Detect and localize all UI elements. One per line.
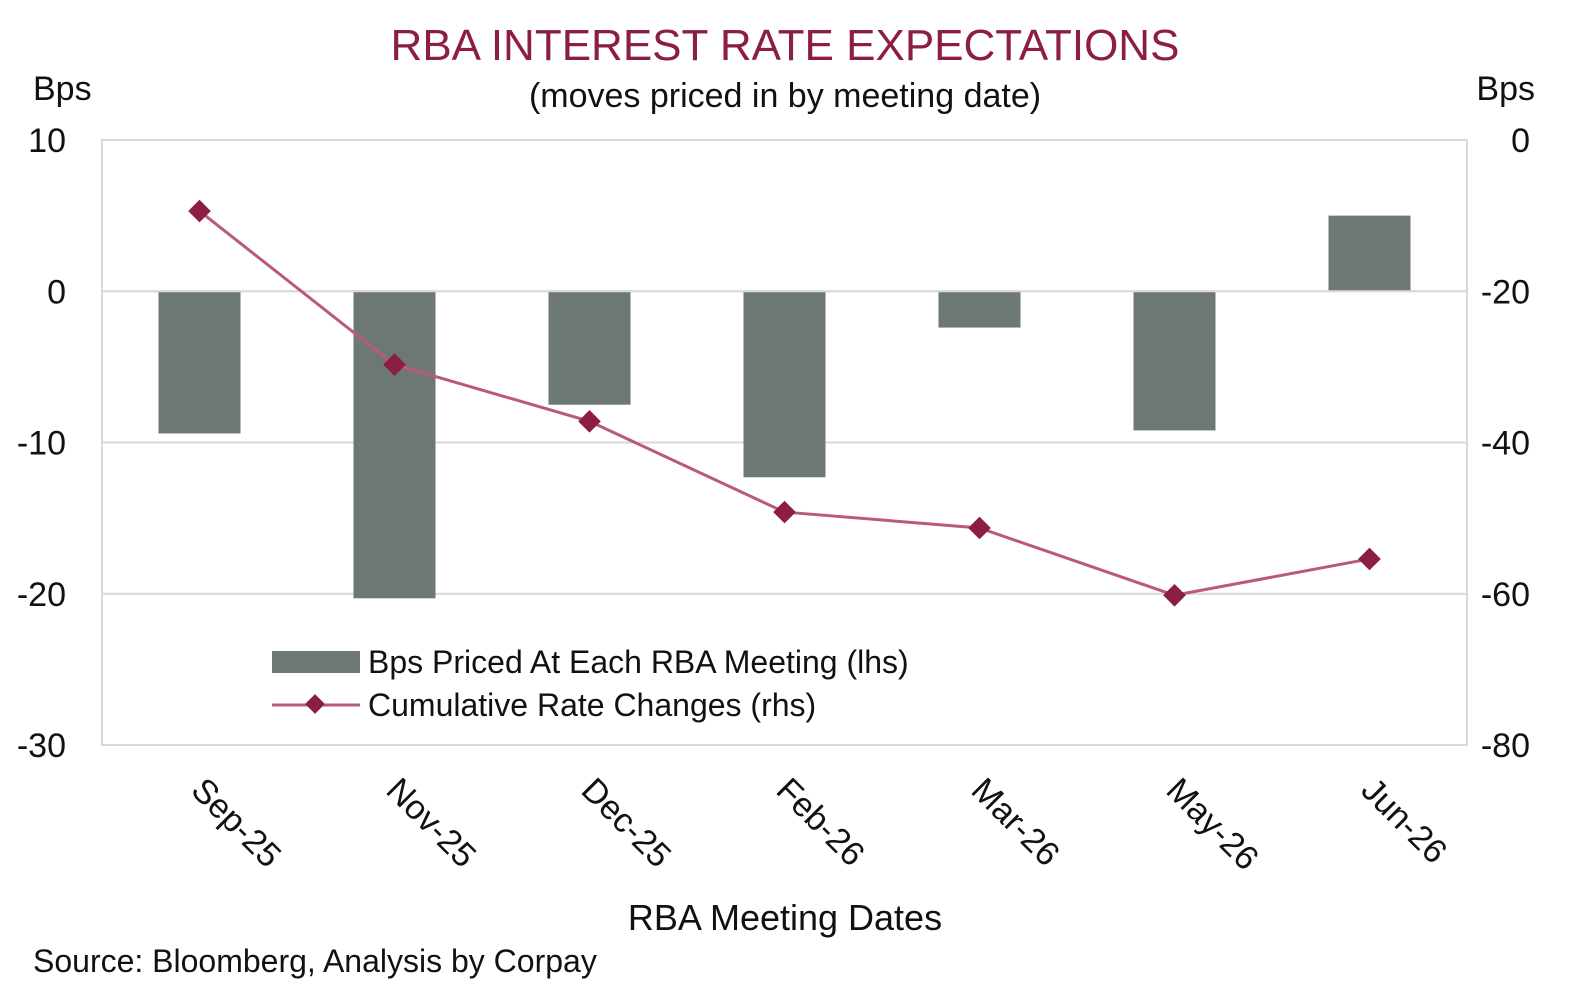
bar bbox=[158, 291, 241, 434]
legend: Bps Priced At Each RBA Meeting (lhs) Cum… bbox=[272, 644, 909, 723]
line-point bbox=[968, 516, 991, 540]
bar bbox=[1328, 215, 1411, 292]
bar bbox=[743, 291, 826, 478]
x-tick-label: Jun-26 bbox=[1354, 771, 1454, 871]
source-note: Source: Bloomberg, Analysis by Corpay bbox=[33, 943, 597, 979]
y-left-axis: 10 0 -10 -20 -30 bbox=[17, 122, 66, 765]
y-right-tick-label: -60 bbox=[1481, 576, 1530, 614]
x-tick-label: Feb-26 bbox=[769, 771, 872, 874]
bar bbox=[938, 291, 1021, 328]
line-point bbox=[1163, 583, 1186, 607]
plot-frame bbox=[101, 139, 1468, 746]
y-right-tick-label: -80 bbox=[1481, 727, 1530, 765]
line-point bbox=[578, 410, 601, 433]
y-left-tick-label: -30 bbox=[17, 727, 66, 765]
y-right-tick-label: -20 bbox=[1481, 273, 1530, 311]
y-left-tick-label: -20 bbox=[17, 576, 66, 614]
y-left-tick-label: 0 bbox=[47, 273, 66, 311]
y-left-unit: Bps bbox=[33, 70, 92, 108]
chart-title: RBA INTEREST RATE EXPECTATIONS bbox=[391, 21, 1180, 70]
x-tick-label: Nov-25 bbox=[379, 771, 483, 875]
bar bbox=[1133, 291, 1216, 431]
chart-subtitle: (moves priced in by meeting date) bbox=[529, 77, 1041, 115]
y-right-tick-label: -40 bbox=[1481, 425, 1530, 463]
legend-line-marker bbox=[305, 694, 325, 714]
legend-bar-label: Bps Priced At Each RBA Meeting (lhs) bbox=[368, 644, 909, 680]
x-tick-label: May-26 bbox=[1159, 771, 1266, 878]
y-left-tick-label: -10 bbox=[17, 425, 66, 463]
y-right-axis: 0 -20 -40 -60 -80 bbox=[1481, 122, 1530, 765]
y-left-tick-label: 10 bbox=[28, 122, 66, 160]
legend-bar-swatch bbox=[272, 651, 360, 673]
line-point bbox=[383, 353, 406, 376]
y-right-unit: Bps bbox=[1476, 70, 1535, 108]
line-point bbox=[773, 500, 796, 524]
x-tick-label: Dec-25 bbox=[574, 771, 678, 875]
y-right-tick-label: 0 bbox=[1511, 122, 1530, 160]
line-series bbox=[188, 199, 1381, 607]
bar-series bbox=[102, 215, 1467, 599]
bar bbox=[353, 291, 436, 599]
legend-line-label: Cumulative Rate Changes (rhs) bbox=[368, 687, 816, 723]
x-axis-label: RBA Meeting Dates bbox=[628, 897, 942, 938]
x-tick-label: Mar-26 bbox=[964, 771, 1067, 874]
x-tick-label: Sep-25 bbox=[184, 771, 288, 875]
line-point bbox=[1358, 547, 1381, 571]
x-axis-categories: Sep-25 Nov-25 Dec-25 Feb-26 Mar-26 May-26 Jun-… bbox=[184, 771, 1454, 878]
bar bbox=[548, 291, 631, 405]
